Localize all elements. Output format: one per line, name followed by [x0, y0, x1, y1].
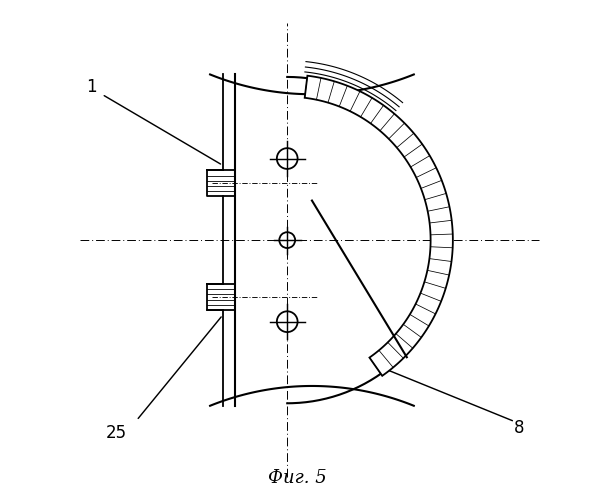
Text: 8: 8	[515, 419, 525, 437]
Polygon shape	[305, 76, 453, 376]
Text: 25: 25	[106, 424, 127, 442]
Text: 1: 1	[87, 78, 97, 96]
Text: Фиг. 5: Фиг. 5	[268, 470, 327, 488]
